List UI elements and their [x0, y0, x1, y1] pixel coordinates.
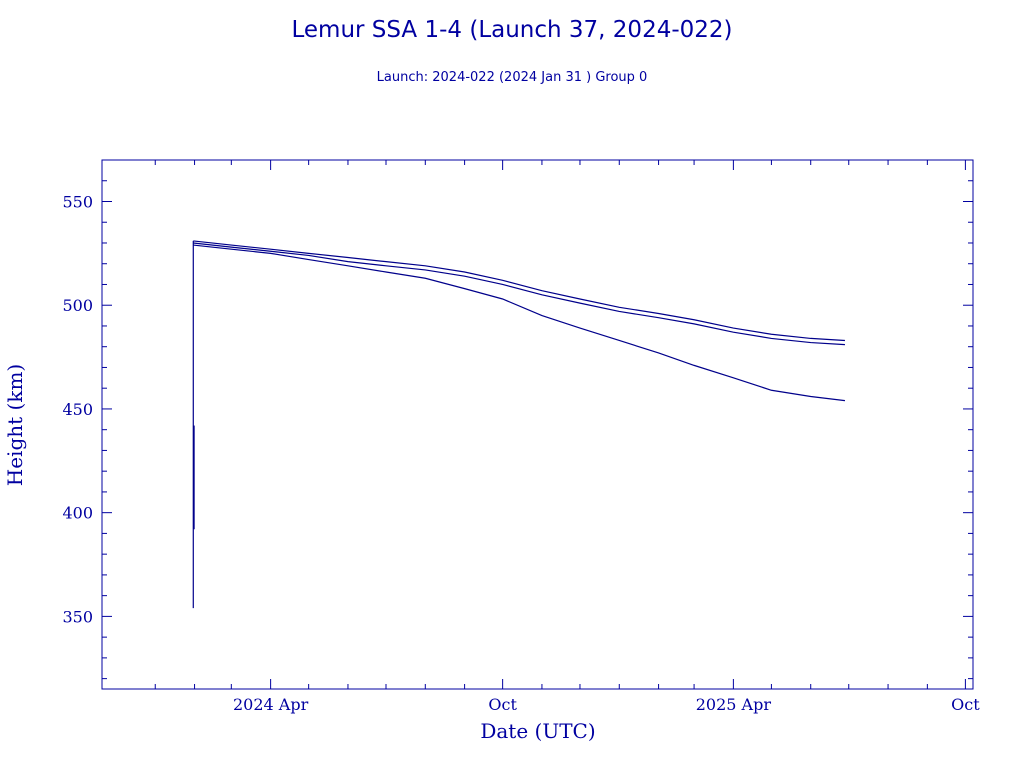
- x-tick-label: 2024 Apr: [233, 695, 309, 714]
- y-tick-label: 400: [62, 504, 93, 523]
- plot-frame: [101, 159, 974, 690]
- y-tick-label: 350: [62, 607, 93, 626]
- chart-title: Lemur SSA 1-4 (Launch 37, 2024-022): [291, 17, 732, 43]
- x-tick-labels: 2024 Apr Oct 2025 Apr Oct: [233, 695, 980, 714]
- series-line-2: [193, 242, 845, 346]
- y-tick-label: 550: [62, 192, 93, 211]
- y-axis-label: Height (km): [3, 364, 27, 486]
- chart-subtitle: Launch: 2024-022 (2024 Jan 31 ) Group 0: [377, 70, 648, 85]
- y-tick-label: 450: [62, 400, 93, 419]
- x-tick-label: Oct: [488, 695, 517, 714]
- x-axis-label: Date (UTC): [480, 719, 595, 743]
- series-group: [192, 240, 846, 609]
- x-tick-label: Oct: [951, 695, 980, 714]
- x-tick-label: 2025 Apr: [696, 695, 772, 714]
- y-tick-label: 500: [62, 296, 93, 315]
- series-line-3: [193, 244, 846, 402]
- axis-ticks: [102, 160, 973, 689]
- y-tick-labels: 350 400 450 500 550: [62, 192, 93, 626]
- series-line-1: [193, 240, 845, 342]
